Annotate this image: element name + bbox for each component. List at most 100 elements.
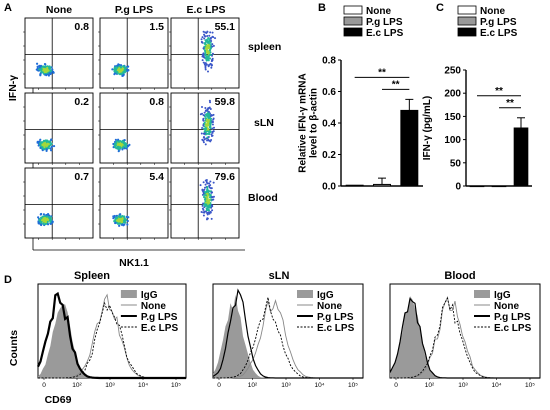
flow-dot [121, 67, 125, 70]
flow-dot [213, 126, 216, 129]
flow-dot [48, 72, 51, 75]
flow-plot-frame [99, 92, 169, 164]
flow-dot [211, 209, 214, 212]
flow-dot [201, 204, 204, 207]
histogram-x-tick-label: 10⁵ [525, 382, 535, 389]
flow-quadrant-value: 0.2 [74, 96, 89, 108]
bar-e-c-lps [400, 109, 419, 187]
flow-dot [43, 215, 46, 218]
flow-dot [112, 217, 115, 220]
bar-e-c-lps [513, 127, 529, 187]
legend-label: None [480, 6, 505, 17]
flow-dot [122, 74, 125, 77]
legend-swatch [457, 5, 477, 15]
legend-label: P.g LPS [141, 312, 178, 323]
flow-dot [111, 68, 114, 71]
flow-dot [204, 143, 207, 146]
flow-dot [212, 44, 215, 47]
flow-dot [44, 69, 47, 73]
flow-col-header-pg-lps: P.g LPS [115, 4, 153, 16]
flow-quadrant-value: 0.7 [74, 171, 89, 183]
flow-dot [39, 213, 42, 216]
flow-dot [199, 184, 202, 187]
bar-y-tick-label: 200 [444, 89, 461, 100]
legend-label: E.c LPS [141, 323, 179, 334]
flow-col-header-none: None [46, 4, 72, 16]
flow-dot [206, 186, 209, 189]
histogram-x-tick-label: 10⁴ [491, 382, 501, 389]
flow-dot [209, 130, 212, 133]
flow-plot-r2-c2: 79.6 [169, 167, 240, 240]
flow-dot [112, 215, 115, 218]
legend-swatch [343, 16, 363, 26]
flow-plot-frame [24, 167, 94, 239]
flow-dot [206, 130, 209, 133]
flow-dot [212, 113, 215, 116]
flow-dot [202, 47, 205, 50]
flow-dot-cloud [199, 178, 215, 221]
legend-label: P.g LPS [317, 312, 354, 323]
flow-plot-r1-c2: 59.8 [169, 92, 240, 165]
flow-dot [123, 223, 126, 226]
histogram-x-tick-label: 10² [72, 382, 82, 389]
flow-dot [49, 217, 52, 220]
flow-dot [210, 206, 213, 209]
legend-label: IgG [317, 290, 334, 301]
flow-dot [211, 45, 214, 48]
flow-dot [117, 138, 120, 141]
histogram-ec-lps-line [213, 297, 363, 379]
flow-dot [205, 207, 208, 210]
flow-dot [209, 31, 212, 34]
flow-dot [208, 53, 211, 56]
flow-dot [120, 72, 123, 76]
legend-label: P.g LPS [366, 17, 403, 28]
flow-dot [204, 183, 207, 186]
flow-dot [209, 107, 212, 110]
flow-dot [210, 66, 213, 69]
flow-dot [206, 187, 209, 190]
flow-dot [49, 66, 52, 69]
legend-label: P.g LPS [494, 312, 531, 323]
flow-dot [201, 138, 204, 141]
flow-dot [206, 127, 209, 130]
panel-label-d: D [4, 274, 12, 286]
flow-dot [203, 186, 206, 189]
flow-dot [202, 117, 205, 120]
flow-dot [118, 219, 121, 222]
flow-dot [202, 30, 205, 33]
flow-dot [204, 122, 207, 125]
flow-dot [208, 133, 211, 136]
flow-dot [204, 127, 207, 130]
histogram-title-spleen: Spleen [74, 270, 110, 282]
flow-dot [201, 207, 204, 210]
flow-dot [118, 224, 121, 227]
flow-plot-r1-c1: 0.8 [98, 92, 169, 165]
flow-dot [208, 34, 211, 37]
flow-dot-cloud [112, 213, 130, 227]
flow-dot [38, 140, 41, 143]
flow-dot [212, 118, 215, 121]
flow-quadrant-value: 1.5 [149, 21, 164, 33]
flow-dot [42, 213, 46, 216]
flow-dot [208, 182, 211, 185]
flow-dot [210, 204, 213, 207]
flow-dot [118, 148, 121, 151]
flow-dot [116, 71, 119, 75]
flow-dot [43, 148, 46, 151]
flow-dot [39, 72, 42, 75]
flow-dot [211, 123, 214, 126]
flow-dot [117, 150, 120, 153]
histogram-x-tick-label: 10⁴ [138, 382, 148, 389]
legend-label: None [366, 6, 391, 17]
flow-dot [205, 194, 208, 197]
flow-dot [46, 144, 49, 147]
flow-dot [203, 190, 206, 193]
flow-dot [208, 209, 211, 212]
histogram-igg-fill [390, 296, 540, 378]
bar-y-axis-label: Relative IFN-γ mRNAlevel to β-actin [298, 73, 320, 172]
histogram-title-blood: Blood [444, 270, 475, 282]
flow-dot [206, 34, 209, 37]
flow-dot [42, 143, 45, 146]
